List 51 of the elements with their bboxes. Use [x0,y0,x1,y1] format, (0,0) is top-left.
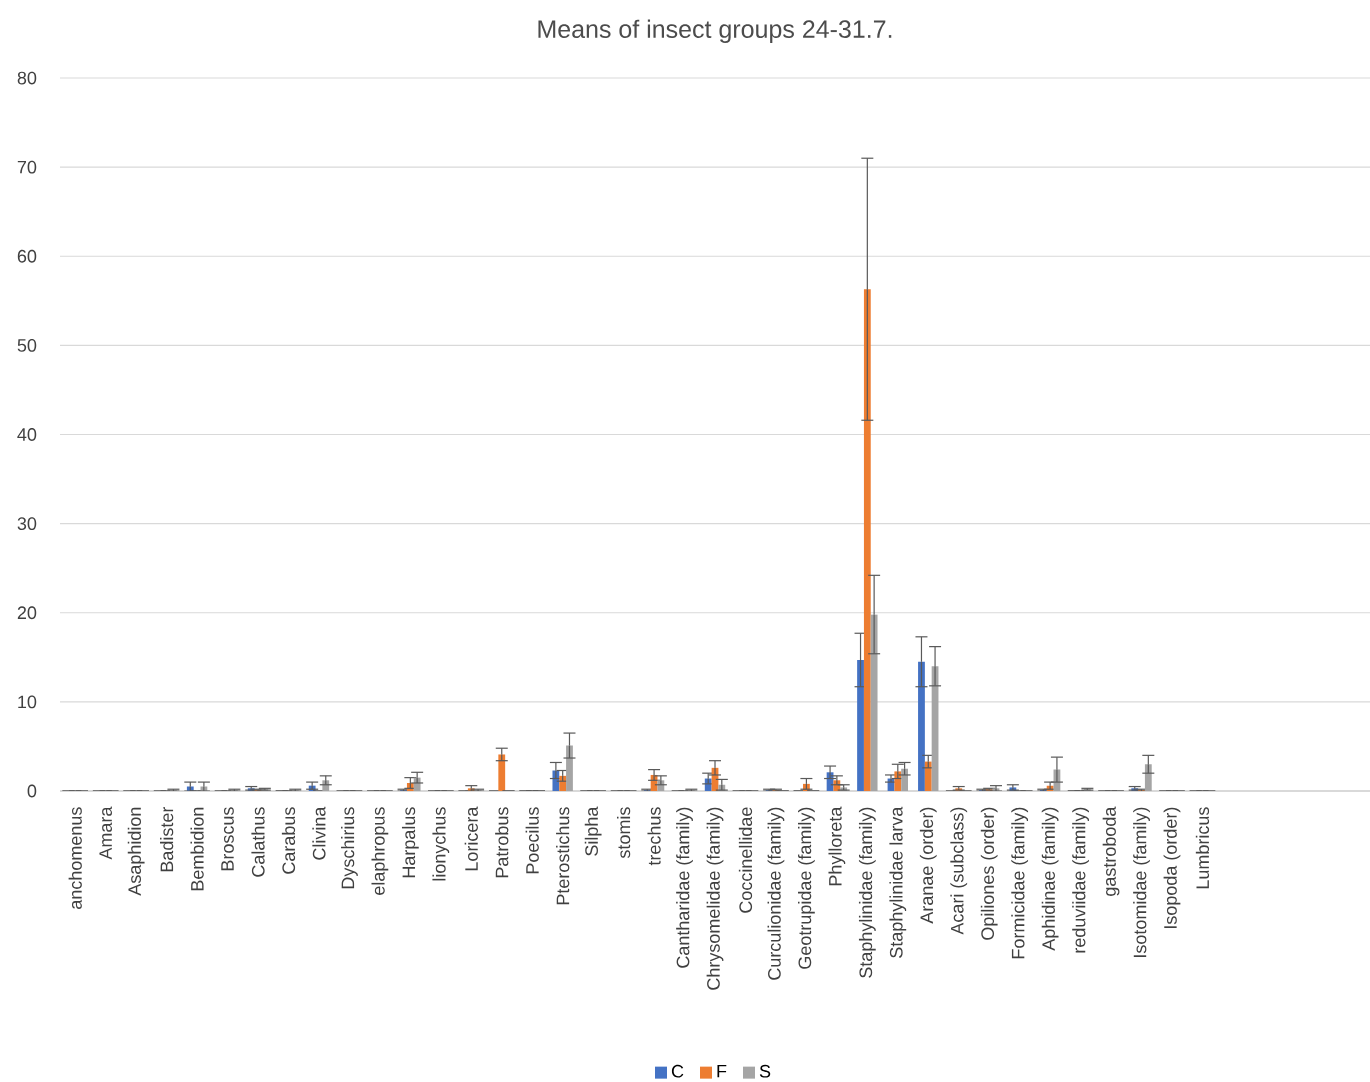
x-tick-label: Chrysomelidae (family) [706,807,724,990]
x-tick-label: stomis [617,807,631,859]
chart-title: Means of insect groups 24-31.7. [538,19,892,43]
y-tick-label: 60 [17,249,37,263]
y-tick-label: 80 [17,71,37,85]
x-tick-label: gastroboda [1102,806,1120,896]
x-tick-label: Cantharidae (family) [676,807,693,968]
x-tick-label: Poecilus [525,807,539,874]
x-tick-label: Isopoda (order) [1163,807,1181,929]
x-tick-label: Lumbricus [1195,807,1210,889]
x-tick-label: Patrobus [495,807,509,878]
x-tick-label: Staphylinidae larva [889,806,907,958]
x-tick-label: Amara [99,806,112,860]
x-tick-label: lionychus [432,807,450,881]
x-tick-label: trechus [647,807,661,866]
x-tick-label: Harpalus [401,807,419,878]
x-tick-label: Badister [160,806,174,872]
y-tick-label: 10 [18,695,37,709]
x-tick-label: Carabus [281,807,296,874]
x-tick-label: Pterostichus [556,807,570,905]
x-tick-label: Dyschirius [341,807,358,889]
x-tick-label: Aphidinae (family) [1041,807,1059,951]
y-tick-label: 30 [17,517,37,531]
x-tick-label: anchomenus [68,807,82,909]
x-tick-label: Staphylinidae (family) [858,807,876,978]
x-tick-label: Loricera [464,806,478,871]
x-tick-label: Clivina [312,806,326,860]
y-tick-label: 50 [17,339,37,352]
y-tick-label: 70 [17,160,37,174]
y-tick-label: 40 [17,428,37,441]
x-tick-label: elaphropus [371,807,389,895]
x-tick-label: Asaphidion [127,807,145,896]
x-tick-label: Acari (subclass) [950,807,968,935]
x-tick-label: Curculionidae (family) [767,807,785,980]
x-tick-label: Opiliones (order) [980,807,998,940]
x-tick-label: Aranae (order) [919,807,937,924]
y-tick-label: 0 [27,784,37,798]
legend-label: S [759,1064,771,1078]
legend-label: F [717,1064,727,1078]
x-tick-label: Formicidae (family) [1011,807,1029,959]
x-tick-label: Geotrupidae (family) [798,807,815,969]
x-tick-label: Silpha [584,806,602,856]
x-tick-label: Calathus [251,807,265,877]
x-tick-label: Isotomidae (family) [1133,807,1150,957]
legend-label: C [671,1064,684,1078]
y-tick-label: 20 [17,606,37,620]
x-tick-label: Phylloreta [828,806,846,886]
x-tick-label: reduviidae (family) [1072,807,1089,953]
x-tick-label: Bembidion [190,807,204,891]
x-tick-label: Broscus [221,807,234,871]
x-tick-label: Coccinellidae [738,807,753,913]
